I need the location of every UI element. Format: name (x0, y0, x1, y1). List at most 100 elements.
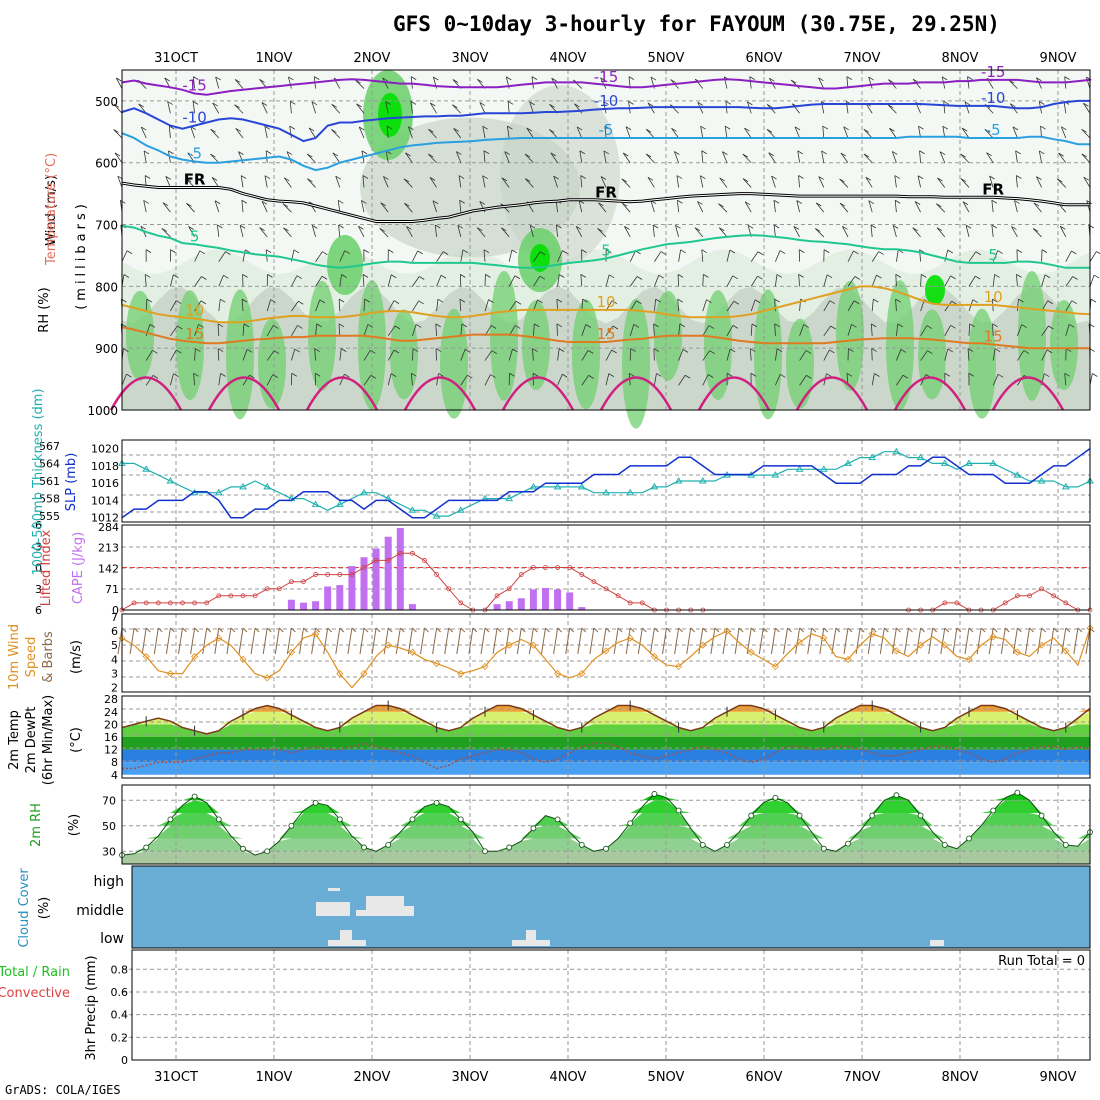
wind-barb-flag (719, 177, 725, 182)
cloud-background (132, 866, 1090, 948)
wind-barb-10m-flag (992, 627, 998, 633)
wind-barb-flag (291, 372, 297, 377)
wind-barb-flag (603, 150, 610, 155)
wind-speed-marker (1062, 647, 1070, 655)
wind-barb-flag (611, 300, 618, 304)
wind-barb-flag (123, 274, 130, 278)
panel-frame (121, 695, 1091, 779)
wind-barb (476, 227, 486, 238)
wind-barb-flag (514, 275, 521, 280)
wind-barb (355, 79, 365, 89)
wind-barb (944, 249, 949, 262)
wind-speed-line (121, 628, 1091, 689)
wind-barb (363, 375, 372, 386)
wind-barb-flag (488, 299, 494, 303)
wind-barb-flag (386, 125, 393, 130)
wind-barb-10m (988, 627, 994, 655)
wind-barb-flag (747, 101, 753, 106)
wind-barb-flag (406, 226, 412, 230)
wind-barb-10m (783, 627, 788, 655)
wind-barb (629, 250, 636, 262)
thickness-marker (892, 447, 901, 455)
wind-barb-flag (200, 300, 207, 305)
wind-barb (167, 101, 171, 114)
wind-barb-flag (193, 76, 199, 80)
wind-barb-flag (362, 175, 369, 179)
wind-barb-10m (674, 627, 680, 655)
wind-barb-flag (600, 77, 606, 82)
wind-barb-flag (751, 323, 758, 328)
wind-barb-10m (250, 627, 256, 655)
wind-barb-flag (435, 224, 441, 229)
rh2m-marker (143, 844, 150, 851)
wind-barb-flag (628, 76, 635, 80)
lifted-index-marker (264, 586, 270, 592)
wind-barb (331, 104, 341, 114)
cape-tick: 213 (98, 542, 119, 555)
panel-frame (121, 524, 1091, 611)
lifted-index-marker (155, 600, 161, 606)
wind-barb (460, 249, 464, 262)
lifted-index-marker (422, 558, 427, 563)
wind-barb (403, 178, 413, 188)
wind-barb-flag (960, 178, 967, 182)
wind-barb-flag (830, 325, 836, 330)
lifted-index-marker (276, 586, 282, 592)
wind-barb-flag (319, 299, 325, 304)
rh-humid-patch (522, 300, 550, 391)
wind-barb-10m (214, 627, 220, 655)
wind-barb-flag (972, 299, 979, 304)
wind-barb-flag (936, 227, 943, 232)
wind-barb (387, 349, 395, 361)
wind-barb (553, 175, 558, 188)
wind-barb (385, 150, 389, 163)
wind-barb-10m (541, 627, 546, 655)
wind-barb-flag (647, 102, 654, 107)
wind-barb (291, 348, 296, 361)
rh2m-marker (578, 841, 585, 848)
wind-barb (798, 274, 800, 287)
wind-barb-10m (129, 627, 135, 655)
wind-barb (460, 349, 466, 361)
wind-barb (435, 323, 437, 336)
wind-barb-flag (361, 200, 367, 204)
wind-barb-flag (1044, 274, 1051, 279)
bottom-date-label: 9NOV (1040, 1070, 1077, 1085)
wind-barb-flag (658, 274, 664, 279)
wind-barb-10m-flag (351, 627, 357, 633)
wind-barb (1017, 350, 1025, 361)
wind-barb (168, 126, 171, 139)
cape-bar (312, 601, 320, 610)
temp-contour-20 (403, 376, 477, 411)
cloud-block (404, 906, 414, 916)
wind-barb-flag (939, 151, 946, 156)
wind-barb-10m-flag (436, 627, 441, 633)
wind-barb (479, 102, 486, 114)
wind-barb (291, 301, 299, 312)
wind-speed-marker (142, 652, 150, 661)
wind-barb-flag (839, 178, 845, 183)
wind-barb-flag (553, 175, 559, 180)
wind-barb (694, 227, 704, 238)
wind-barb-flag (700, 175, 706, 180)
thickness-marker (432, 512, 441, 519)
lifted-index-marker (180, 600, 185, 606)
cloud-level-high: high (93, 874, 124, 890)
wind-barb (579, 150, 583, 163)
wind-barb-10m (964, 627, 970, 655)
temp-contour-fr-inner (121, 182, 1090, 222)
wind-barb (1011, 226, 1018, 238)
wind-speed-marker (699, 641, 707, 649)
wind-barb (338, 299, 341, 312)
wind-barb (1036, 77, 1042, 89)
wind-barb-flag (479, 102, 486, 106)
wind-barb-10m-flag (787, 627, 792, 633)
slp-tick: 1018 (91, 460, 119, 473)
rh2m-marker (506, 844, 513, 851)
wind-barb-10m (710, 627, 716, 655)
wind-label-3: & Barbs (41, 631, 56, 683)
wind-barb-flag (308, 127, 315, 132)
wind-barb-flag (677, 274, 684, 278)
wind-barb-flag (1041, 249, 1048, 253)
wind-speed-marker (602, 647, 610, 655)
